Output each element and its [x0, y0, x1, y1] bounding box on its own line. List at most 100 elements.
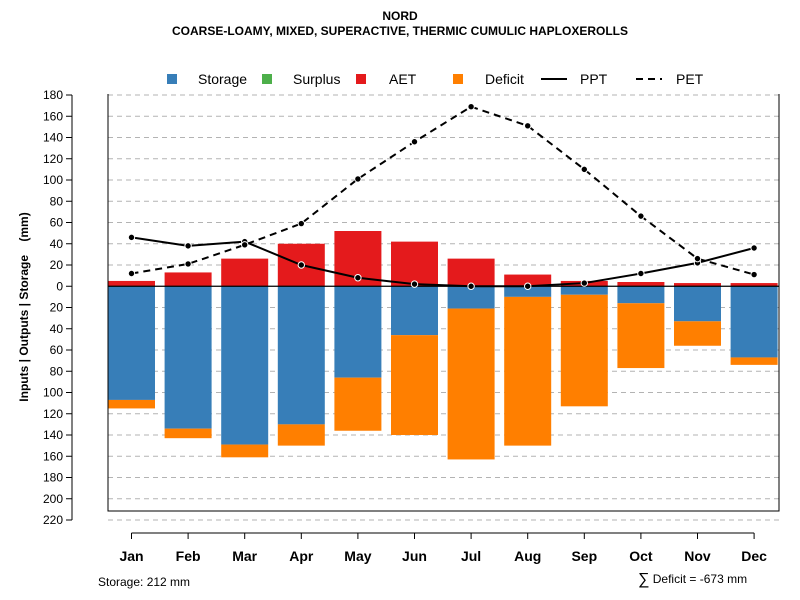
pet-point-dec [750, 270, 758, 279]
pet-point-sep [580, 165, 588, 174]
deficit-bar-jul [447, 308, 495, 460]
ppt-point-sep [580, 279, 588, 287]
legend-swatch-surplus [262, 74, 272, 84]
ppt-line [131, 236, 755, 288]
y-tick-label: 200 [43, 492, 63, 506]
y-tick-label: 20 [50, 301, 64, 315]
y-tick-label: 140 [43, 428, 63, 442]
storage-bar-jan [108, 286, 155, 400]
deficit-bar-jun [391, 335, 438, 435]
pet-point-jul [467, 102, 475, 111]
chart-subtitle: COARSE-LOAMY, MIXED, SUPERACTIVE, THERMI… [171, 24, 629, 38]
ppt-point-aug [524, 282, 532, 290]
storage-bar-nov [674, 286, 721, 322]
legend-swatch-storage [167, 74, 177, 84]
storage-bar-oct [617, 286, 665, 304]
y-tick-label: 160 [43, 449, 63, 463]
storage-bar-jun [391, 286, 438, 336]
y-tick-label: 60 [50, 343, 64, 357]
legend-label-ppt: PPT [580, 71, 608, 87]
pet-point-mar [241, 241, 249, 249]
pet-point-jun [410, 138, 419, 146]
plot-frame [107, 94, 780, 512]
ppt-point-jul [467, 282, 475, 290]
ppt-point-jan [127, 233, 136, 242]
storage-bar-sep [560, 286, 608, 295]
x-tick-label-oct: Oct [629, 548, 653, 564]
legend-label-deficit: Deficit [485, 71, 524, 87]
y-tick-label: 160 [43, 109, 63, 123]
deficit-bar-aug [504, 296, 552, 446]
storage-bar-dec [730, 286, 778, 358]
y-tick-label: 80 [50, 194, 64, 208]
pet-point-may [354, 175, 362, 183]
x-tick-label-mar: Mar [232, 548, 257, 564]
deficit-bar-mar [221, 444, 269, 458]
ppt-point-dec [750, 244, 758, 252]
storage-bar-mar [221, 286, 269, 445]
x-tick-label-sep: Sep [571, 548, 597, 564]
y-axis-label: Inputs | Outputs | Storage (mm) [17, 212, 31, 401]
y-tick-label: 120 [43, 407, 63, 421]
aet-bar-mar [221, 258, 269, 287]
storage-bar-apr [277, 286, 325, 425]
deficit-bar-oct [617, 303, 665, 369]
legend-label-pet: PET [676, 71, 704, 87]
ppt-point-jun [410, 280, 419, 288]
aet-bar-feb [164, 272, 212, 287]
x-tick-label-feb: Feb [176, 548, 201, 564]
x-tick-label-jul: Jul [461, 548, 481, 564]
total-storage-label: Storage: 212 mm [98, 575, 191, 589]
y-tick-label: 40 [50, 322, 64, 336]
ppt-point-may [354, 274, 362, 282]
aet-bar-jul [447, 258, 495, 287]
legend-swatch-deficit [453, 74, 463, 84]
pet-point-feb [184, 260, 192, 268]
x-tick-label-apr: Apr [289, 548, 314, 564]
storage-bar-may [334, 286, 382, 378]
x-tick-label-nov: Nov [684, 548, 711, 564]
total-deficit-label: ∑ Deficit = -673 mm [638, 571, 747, 589]
pet-point-jan [127, 269, 136, 278]
y-tick-label: 180 [43, 471, 63, 485]
deficit-bar-dec [730, 357, 778, 365]
legend-label-surplus: Surplus [293, 71, 340, 87]
ppt-point-feb [184, 242, 192, 250]
aet-bar-dec [730, 283, 778, 287]
x-tick-label-may: May [344, 548, 371, 564]
total-deficit-text: Deficit = -673 mm [652, 572, 748, 586]
y-tick-label: 60 [50, 216, 64, 230]
deficit-bar-jan [108, 399, 155, 409]
deficit-bar-feb [164, 428, 212, 439]
aet-bar-jan [108, 280, 155, 287]
pet-line [131, 105, 755, 276]
y-tick-label: 120 [43, 152, 63, 166]
deficit-bar-may [334, 377, 382, 431]
ppt-point-apr [297, 261, 305, 269]
y-tick-label: 0 [56, 279, 63, 293]
aet-bar-aug [504, 274, 552, 287]
x-tick-label-jun: Jun [402, 548, 427, 564]
y-tick-label: 140 [43, 131, 63, 145]
pet-point-aug [524, 122, 532, 130]
aet-bar-nov [674, 283, 721, 287]
aet-bar-oct [617, 282, 665, 287]
legend-label-aet: AET [389, 71, 417, 87]
x-tick-label-aug: Aug [514, 548, 541, 564]
x-tick-label-dec: Dec [741, 548, 767, 564]
deficit-bar-nov [674, 321, 721, 346]
aet-bar-jun [391, 241, 438, 287]
legend-label-storage: Storage [198, 71, 247, 87]
y-tick-label: 220 [43, 513, 63, 527]
sum-symbol: ∑ [638, 571, 650, 588]
y-tick-label: 80 [50, 364, 64, 378]
ppt-point-oct [637, 269, 645, 278]
y-tick-label: 180 [43, 88, 63, 102]
pet-point-nov [693, 254, 702, 263]
storage-bar-feb [164, 286, 212, 429]
storage-bar-aug [504, 286, 552, 297]
pet-point-oct [637, 212, 645, 220]
x-tick-label-jan: Jan [119, 548, 143, 564]
y-tick-label: 20 [50, 258, 64, 272]
